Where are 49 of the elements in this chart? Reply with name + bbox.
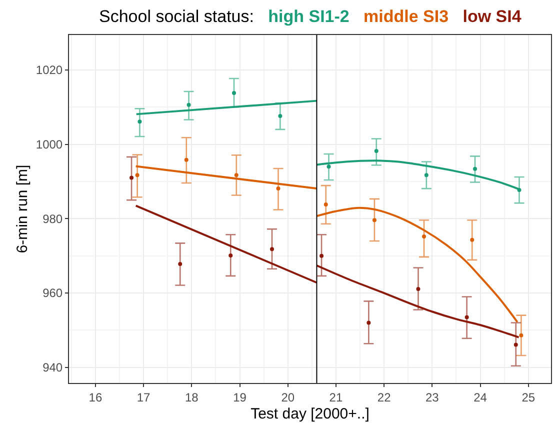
point xyxy=(130,176,134,180)
x-tick-label: 18 xyxy=(184,390,199,404)
point xyxy=(473,166,477,171)
point xyxy=(326,164,331,169)
y-tick-label: 1000 xyxy=(36,138,63,152)
x-tick-label: 25 xyxy=(522,390,536,404)
point xyxy=(422,234,426,239)
point xyxy=(470,238,474,242)
point xyxy=(186,102,191,107)
point xyxy=(366,320,371,325)
point xyxy=(178,262,182,266)
point xyxy=(372,218,376,222)
x-tick-label: 20 xyxy=(281,390,295,404)
point xyxy=(228,253,233,258)
y-axis-title: 6-min run [m] xyxy=(14,164,32,254)
x-tick-label: 17 xyxy=(136,390,151,404)
legend-title: School social status: xyxy=(99,7,254,26)
point xyxy=(135,173,140,178)
y-tick-label: 1020 xyxy=(36,63,63,78)
y-tick-label: 960 xyxy=(42,286,63,300)
text: high SI1-2 xyxy=(268,7,350,26)
point xyxy=(424,173,428,178)
line-series xyxy=(316,160,520,190)
x-tick-label: 19 xyxy=(233,390,247,404)
point xyxy=(519,333,524,338)
y-tick-label: 940 xyxy=(42,360,63,375)
x-tick-label: 21 xyxy=(329,390,343,404)
point xyxy=(320,254,324,258)
point xyxy=(278,114,282,118)
point xyxy=(276,186,280,191)
point xyxy=(184,158,188,162)
y-tick-label: 980 xyxy=(42,212,63,226)
point xyxy=(514,342,518,347)
point xyxy=(416,286,420,291)
text: middle SI3 xyxy=(364,7,449,26)
point xyxy=(464,315,469,320)
x-tick-label: 22 xyxy=(377,390,392,404)
point xyxy=(234,173,238,178)
point xyxy=(138,120,142,124)
point xyxy=(324,202,328,207)
text: low SI4 xyxy=(462,7,522,26)
line-series xyxy=(316,206,518,324)
point xyxy=(232,91,236,95)
x-axis-title: Test day [2000+..] xyxy=(250,405,370,422)
point xyxy=(374,149,378,153)
x-tick-label: 16 xyxy=(88,390,102,404)
point xyxy=(270,247,274,252)
x-tick-label: 24 xyxy=(474,390,488,404)
x-tick-label: 23 xyxy=(426,390,440,404)
